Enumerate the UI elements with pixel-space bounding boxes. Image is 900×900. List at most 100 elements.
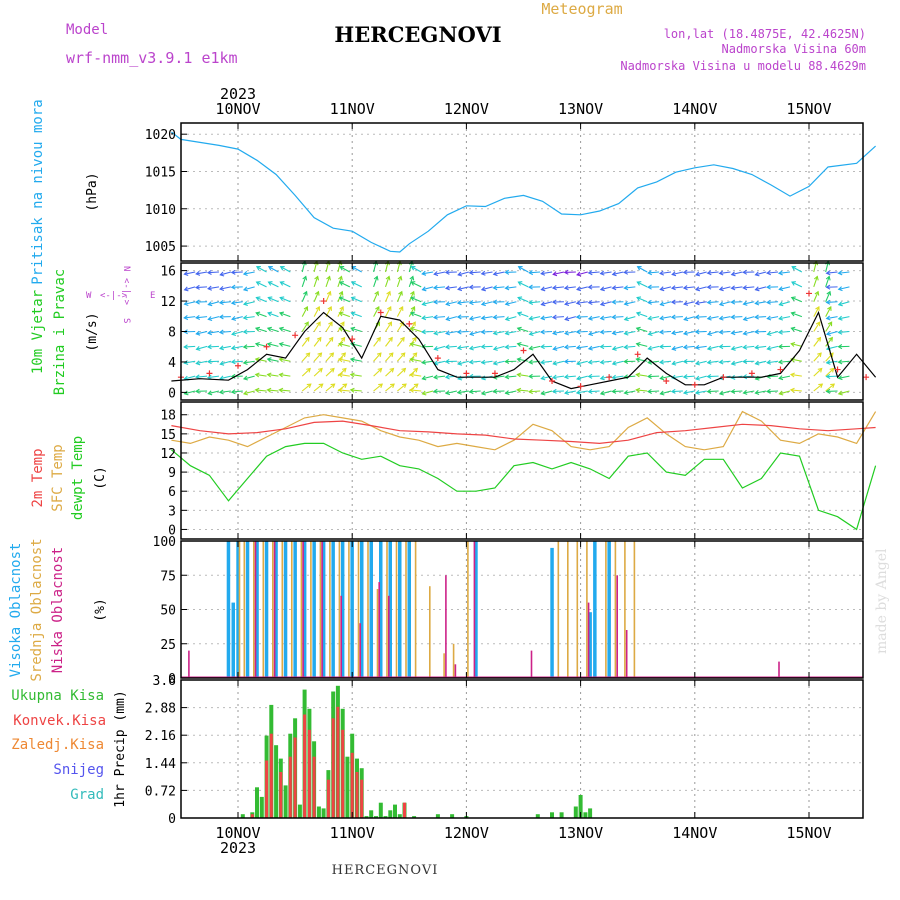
wind-arrow bbox=[469, 271, 481, 274]
wind-arrow bbox=[529, 316, 541, 320]
wind-arrow bbox=[433, 286, 446, 289]
grid-layer bbox=[181, 123, 863, 819]
wind-arrow-head bbox=[230, 359, 236, 365]
wind-arrow bbox=[695, 360, 707, 365]
wind-arrow bbox=[385, 337, 393, 347]
wind-arrow-head bbox=[468, 315, 474, 321]
legend-total-precip: Ukupna Kisa bbox=[11, 688, 104, 704]
wind-arrow bbox=[778, 360, 791, 363]
wind-arrow-head bbox=[551, 299, 557, 305]
wind-arrow-head bbox=[754, 300, 760, 306]
wind-arrow-head bbox=[444, 269, 450, 275]
wind-arrow-head bbox=[742, 316, 748, 322]
year-label-top: 2023 bbox=[220, 85, 256, 103]
wind-arrow-head bbox=[279, 296, 285, 302]
wind-arrow-head bbox=[445, 390, 451, 396]
wind-arrow-head bbox=[837, 286, 843, 292]
wind-arrow bbox=[612, 345, 624, 350]
wind-arrow bbox=[457, 345, 469, 349]
wind-arrow bbox=[411, 281, 422, 288]
wind-arrow bbox=[410, 358, 422, 362]
wind-arrow bbox=[184, 271, 196, 275]
wind-arrow-head bbox=[611, 330, 617, 336]
total-precip-bar bbox=[274, 745, 279, 818]
wind-arrow bbox=[695, 301, 707, 304]
wind-arrow-head bbox=[837, 315, 843, 321]
wind-arrow-head bbox=[409, 357, 415, 363]
wind-arrow-head bbox=[623, 301, 629, 307]
wind-arrow bbox=[422, 286, 434, 291]
wind-arrow-head bbox=[387, 321, 392, 327]
wind-unit-label: (m/s) bbox=[85, 312, 100, 351]
wind-arrow-head bbox=[718, 390, 724, 396]
wind-arrow bbox=[648, 390, 660, 393]
wind-arrow bbox=[553, 345, 565, 350]
day-labels-bottom: 10NOV 11NOV 12NOV 13NOV 14NOV 15NOV bbox=[215, 824, 831, 842]
wind-arrow bbox=[541, 316, 553, 319]
wind-arrow-head bbox=[754, 314, 759, 320]
wind-arrow-head bbox=[278, 372, 284, 378]
wind-arrow-head bbox=[742, 269, 748, 275]
wind-arrow bbox=[518, 266, 529, 273]
wind-arrow-head bbox=[266, 326, 272, 332]
wind-arrow bbox=[588, 316, 600, 320]
wind-arrow bbox=[196, 330, 208, 335]
wind-arrow bbox=[767, 330, 779, 335]
wind-arrow bbox=[648, 345, 660, 350]
wind-arrow-head bbox=[659, 301, 665, 307]
wind-arrow bbox=[755, 360, 767, 365]
wind-arrow-head bbox=[837, 329, 843, 335]
wind-arrow-head bbox=[433, 346, 439, 351]
wind-arrow-head bbox=[317, 352, 323, 358]
wind-arrow-head bbox=[706, 284, 712, 290]
wind-arrow-head bbox=[195, 314, 201, 320]
wind-arrow bbox=[481, 360, 493, 364]
wind-arrow bbox=[313, 306, 320, 317]
wind-arrow bbox=[731, 286, 743, 289]
conv-precip-bar bbox=[341, 729, 345, 818]
wind-arrow-head bbox=[564, 301, 570, 307]
wind-arrow bbox=[719, 360, 731, 363]
y-tick-label: 100 bbox=[153, 535, 176, 550]
gust-marker bbox=[606, 374, 613, 381]
dewpoint-label: dewpt Temp bbox=[70, 436, 86, 520]
wind-arrow bbox=[813, 352, 822, 362]
wind-arrow bbox=[434, 330, 446, 335]
wind-arrow-head bbox=[789, 372, 795, 378]
wind-arrow bbox=[612, 271, 624, 275]
wind-arrow-head bbox=[480, 270, 486, 276]
wind-arrow-head bbox=[837, 301, 843, 307]
y-tick-label: 3.6 bbox=[153, 674, 176, 689]
cloud-bar bbox=[302, 541, 304, 678]
wind-arrow bbox=[684, 316, 695, 321]
wind-arrow bbox=[813, 368, 823, 377]
wind-arrow-head bbox=[528, 345, 534, 351]
wind-arrow-head bbox=[754, 389, 760, 396]
wind-arrow bbox=[553, 330, 565, 334]
cloud-bar bbox=[243, 541, 246, 678]
wind-arrow-head bbox=[516, 387, 522, 393]
wind-arrow bbox=[422, 301, 434, 306]
wind-arrow-head bbox=[266, 341, 272, 347]
cloud-bar bbox=[321, 541, 326, 678]
wind-arrow bbox=[576, 375, 588, 380]
wind-arrow-head bbox=[778, 390, 784, 396]
wind-arrow bbox=[529, 345, 541, 350]
wind-arrow bbox=[373, 291, 379, 302]
y-tick-label: 12 bbox=[160, 447, 176, 462]
wind-arrow bbox=[695, 390, 707, 394]
wind-arrow-head bbox=[206, 269, 212, 275]
pressure-panel-label: Pritisak na nivou mora bbox=[30, 99, 46, 284]
wind-arrow-head bbox=[540, 329, 545, 335]
wind-arrow bbox=[672, 271, 684, 276]
wind-arrow-head bbox=[647, 331, 653, 337]
wind-arrow-head bbox=[504, 285, 510, 291]
wind-arrow-head bbox=[813, 275, 819, 281]
gust-marker bbox=[691, 381, 698, 388]
total-precip-bar bbox=[297, 804, 302, 818]
wind-arrow bbox=[196, 271, 208, 275]
wind-arrow bbox=[301, 383, 312, 392]
wind-arrow bbox=[396, 291, 403, 302]
wind-arrow-head bbox=[350, 341, 356, 347]
wind-arrow bbox=[541, 301, 553, 306]
